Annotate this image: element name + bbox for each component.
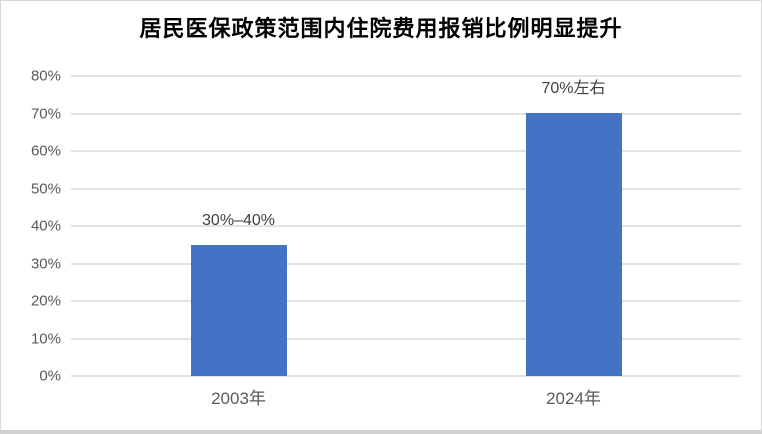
gridline-10 [71,337,741,340]
y-axis-tick-label: 30% [30,255,61,272]
y-axis-tick-label: 0% [39,367,61,385]
y-axis-tick-label: 10% [30,330,61,347]
bar-2003年[interactable] [190,245,287,376]
gridline-40 [71,225,741,227]
gridline-50 [71,187,741,190]
x-axis-tick-label-2003年: 2003年 [211,389,266,408]
bar-group-2024年: 70%左右 [525,76,622,376]
gridline-70 [71,112,741,115]
chart-title: 居民医保政策范围内住院费用报销比例明显提升 [139,16,623,41]
data-label-2024年: 70%左右 [541,80,606,97]
data-label-2003年: 30%–40% [202,212,275,229]
bar-group-2003年: 30%–40% [190,76,287,376]
x-axis-tick-label-2024年: 2024年 [546,389,601,408]
y-axis-tick-label: 60% [30,142,61,160]
gridline-20 [71,300,741,302]
plot-area: 0% 10% 20% 30% 40% 50% 60% 70% 80% 30%–40% 2003年 70… [31,68,741,408]
y-axis-tick-label: 70% [30,105,61,122]
bar-2024年[interactable] [525,113,622,376]
y-axis-tick-label: 50% [30,180,61,197]
gridline-80 [71,75,741,77]
gridline-30 [71,262,741,265]
y-axis-tick-label: 80% [30,67,61,85]
y-axis-tick-label: 40% [30,217,61,235]
gridline-60 [71,150,741,152]
gridline-0 [71,375,741,377]
y-axis-tick-label: 20% [30,292,61,310]
